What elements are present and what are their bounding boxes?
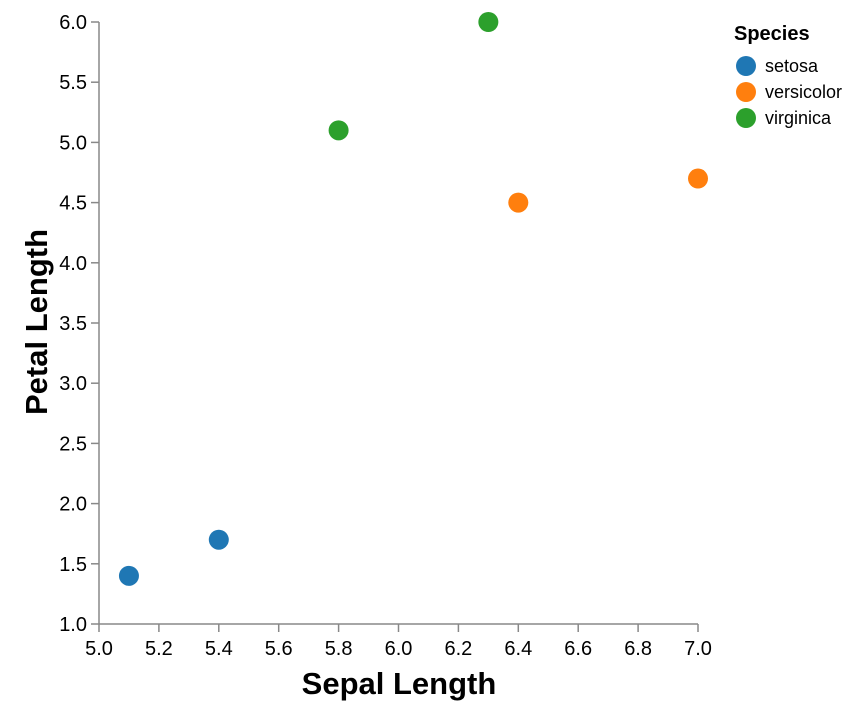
data-point-versicolor	[508, 192, 529, 213]
x-tick-label: 5.4	[205, 638, 233, 660]
data-point-virginica	[328, 120, 349, 141]
y-axis: 1.0 1.5 2.0 2.5 3.0 3.5 4.0 4.5 5.0 5.5 6.0	[59, 12, 100, 636]
legend-marker-versicolor	[736, 82, 756, 102]
x-tick-label: 5.0	[85, 638, 113, 660]
data-point-virginica	[478, 12, 499, 32]
x-axis-title: Sepal Length	[302, 666, 497, 701]
y-tick-label: 5.0	[59, 132, 87, 154]
y-tick-label: 2.0	[59, 494, 87, 516]
y-tick-label: 3.5	[59, 313, 87, 335]
legend-marker-virginica	[736, 108, 756, 128]
data-point-setosa	[208, 529, 229, 550]
y-tick-label: 6.0	[59, 12, 87, 34]
x-tick-label: 6.4	[504, 638, 532, 660]
x-tick-label: 6.2	[444, 638, 472, 660]
x-tick-label: 5.8	[325, 638, 353, 660]
y-axis-title: Petal Length	[19, 229, 54, 415]
y-tick-label: 1.5	[59, 554, 87, 576]
y-tick-label: 3.0	[59, 373, 87, 395]
x-tick-label: 5.2	[145, 638, 173, 660]
y-tick-label: 4.0	[59, 253, 87, 275]
legend-marker-setosa	[736, 56, 756, 76]
data-point-versicolor	[688, 168, 708, 189]
x-tick-label: 6.0	[385, 638, 413, 660]
y-tick-label: 4.5	[59, 193, 87, 215]
legend-items: setosa versicolor virginica	[736, 56, 842, 128]
x-axis: 5.0 5.2 5.4 5.6 5.8 6.0 6.2 6.4 6.6 6.8 7.0	[85, 623, 712, 660]
legend-label-versicolor: versicolor	[765, 82, 842, 102]
x-tick-label: 7.0	[684, 638, 712, 660]
legend: Species setosa versicolor virginica	[734, 23, 842, 128]
x-tick-label: 5.6	[265, 638, 293, 660]
legend-label-setosa: setosa	[765, 56, 819, 76]
data-points	[118, 12, 708, 586]
legend-label-virginica: virginica	[765, 108, 832, 128]
y-tick-label: 2.5	[59, 433, 87, 455]
data-point-setosa	[118, 565, 139, 586]
legend-title: Species	[734, 23, 810, 45]
x-tick-label: 6.6	[564, 638, 592, 660]
x-tick-label: 6.8	[624, 638, 652, 660]
y-tick-label: 1.0	[59, 614, 87, 636]
y-tick-label: 5.5	[59, 72, 87, 94]
